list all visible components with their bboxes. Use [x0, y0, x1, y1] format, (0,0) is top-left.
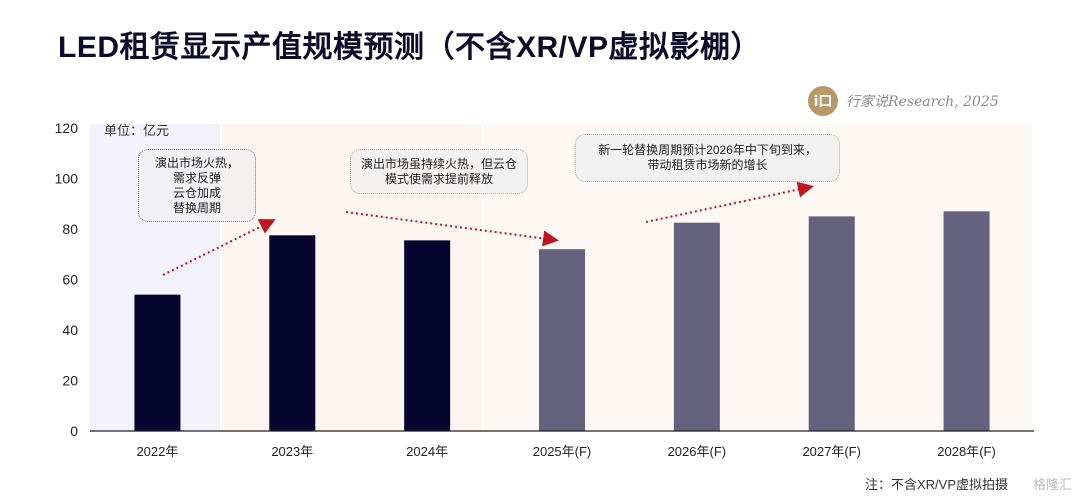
annotation-2022-2023: 演出市场火热， 需求反弹 云仓加成 替换周期	[138, 149, 256, 222]
y-tick-label: 80	[62, 221, 78, 237]
y-tick-label: 0	[70, 423, 78, 439]
x-tick-label: 2027年(F)	[802, 444, 861, 459]
annotation-text: 演出市场虽持续火热，但云仓 模式使需求提前释放	[360, 156, 517, 186]
logo-text: 行家说Research, 2025	[846, 94, 999, 110]
annotation-text: 新一轮替换周期预计2026年中下旬到来， 带动租赁市场新的增长	[598, 143, 817, 172]
bar-3	[539, 249, 585, 431]
watermark: 格隆汇	[1032, 477, 1072, 492]
annotation-text: 演出市场火热， 需求反弹 云仓加成 替换周期	[154, 155, 239, 215]
y-tick-label: 120	[55, 120, 79, 136]
footnote: 注：不含XR/VP虚拟拍摄	[864, 477, 1008, 492]
x-tick-label: 2028年(F)	[937, 444, 996, 459]
bar-2	[404, 240, 451, 431]
page-title: LED租赁显示产值规模预测（不含XR/VP虚拟影棚）	[58, 31, 762, 64]
y-tick-label: 60	[62, 272, 78, 288]
annotation-2024-2025: 演出市场虽持续火热，但云仓 模式使需求提前释放	[350, 149, 528, 194]
trend-arrow-up	[162, 219, 276, 276]
bar-4	[673, 222, 720, 431]
x-tick-label: 2026年(F)	[668, 444, 727, 459]
x-tick-label: 2023年	[271, 444, 313, 459]
bar-5	[808, 216, 855, 431]
brand-logo: i口 行家说Research, 2025	[808, 86, 999, 116]
bar-6	[943, 211, 990, 431]
bar-1	[269, 235, 316, 431]
bar-0	[134, 294, 181, 431]
y-tick-label: 40	[62, 322, 78, 338]
unit-label: 单位：亿元	[104, 123, 170, 138]
y-tick-label: 100	[55, 171, 79, 187]
trend-arrow-down	[345, 211, 559, 247]
annotation-2026-2028: 新一轮替换周期预计2026年中下旬到来， 带动租赁市场新的增长	[575, 134, 840, 182]
y-tick-label: 20	[62, 373, 78, 389]
x-tick-label: 2024年	[406, 444, 448, 459]
logo-icon: i口	[808, 86, 838, 116]
x-tick-label: 2025年(F)	[533, 444, 592, 459]
x-tick-label: 2022年	[136, 444, 178, 459]
